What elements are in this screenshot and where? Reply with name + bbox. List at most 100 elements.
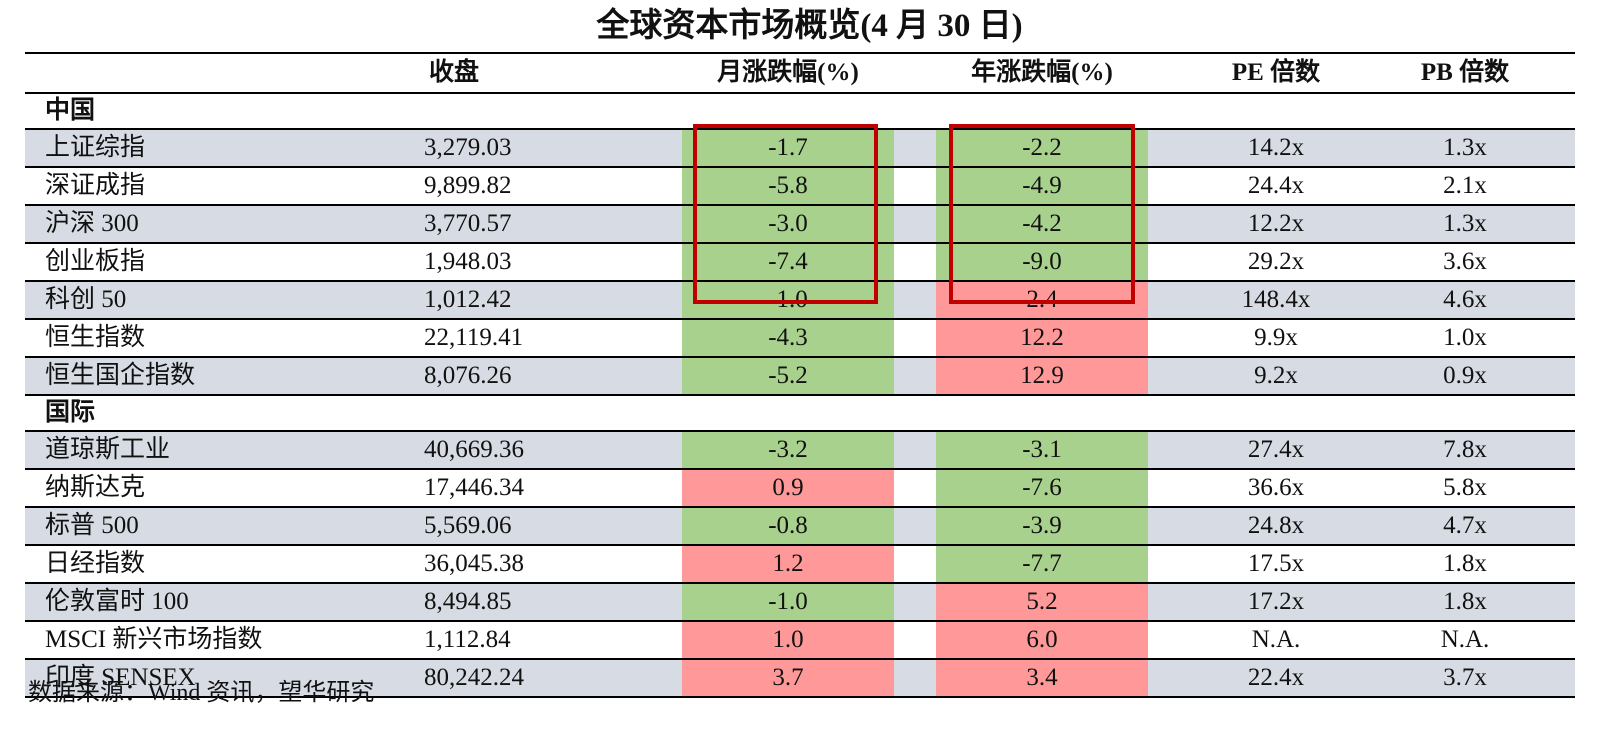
index-name: 上证综指 xyxy=(45,134,146,161)
close-value: 36,045.38 xyxy=(424,550,524,577)
month-change: 1.2 xyxy=(682,546,894,582)
table-row: 上证综指 3,279.03 -1.7 -2.2 14.2x 1.3x xyxy=(25,130,1575,168)
month-change: -1.0 xyxy=(682,584,894,620)
index-name: 标普 500 xyxy=(45,512,139,539)
month-change: 1.0 xyxy=(682,622,894,658)
data-source-note: 数据来源：Wind 资讯，望华研究 xyxy=(28,680,375,706)
pb-ratio: 4.6x xyxy=(1443,286,1487,313)
table-row: 标普 500 5,569.06 -0.8 -3.9 24.8x 4.7x xyxy=(25,508,1575,546)
year-change: -4.2 xyxy=(936,206,1148,242)
table-row: 科创 50 1,012.42 -1.0 2.4 148.4x 4.6x xyxy=(25,282,1575,320)
year-change: -7.6 xyxy=(936,470,1148,506)
pb-ratio: 0.9x xyxy=(1443,362,1487,389)
table-row: 恒生国企指数 8,076.26 -5.2 12.9 9.2x 0.9x xyxy=(25,358,1575,396)
pe-ratio: 9.2x xyxy=(1254,362,1298,389)
close-value: 1,112.84 xyxy=(424,626,511,653)
year-change: -2.2 xyxy=(936,130,1148,166)
month-change: 0.9 xyxy=(682,470,894,506)
row-shade-gap xyxy=(894,432,936,468)
row-shade-gap xyxy=(894,206,936,242)
table-row: 日经指数 36,045.38 1.2 -7.7 17.5x 1.8x xyxy=(25,546,1575,584)
close-value: 1,948.03 xyxy=(424,248,512,275)
close-value: 9,899.82 xyxy=(424,172,512,199)
section-label: 国际 xyxy=(25,396,1575,432)
close-value: 3,279.03 xyxy=(424,134,512,161)
pe-ratio: 17.2x xyxy=(1247,588,1305,615)
pb-ratio: 7.8x xyxy=(1443,436,1487,463)
row-shade-gap xyxy=(894,282,936,318)
pb-ratio: 4.7x xyxy=(1443,512,1487,539)
close-value: 1,012.42 xyxy=(424,286,512,313)
month-change: -4.3 xyxy=(682,320,894,356)
table-row: 创业板指 1,948.03 -7.4 -9.0 29.2x 3.6x xyxy=(25,244,1575,282)
pe-ratio: 17.5x xyxy=(1247,550,1305,577)
index-name: 纳斯达克 xyxy=(45,474,146,501)
table-body: 中国 上证综指 3,279.03 -1.7 -2.2 14.2x 1.3x 深证成指 9,899… xyxy=(25,94,1575,698)
year-change: 3.4 xyxy=(936,660,1148,696)
index-name: 印度 SENSEX xyxy=(45,664,196,691)
month-change: -0.8 xyxy=(682,508,894,544)
table-header: 收盘 月涨跌幅(%) 年涨跌幅(%) PE 倍数 PB 倍数 xyxy=(25,52,1575,94)
pe-ratio: 9.9x xyxy=(1254,324,1298,351)
close-value: 17,446.34 xyxy=(424,474,524,501)
pe-ratio: 24.8x xyxy=(1247,512,1305,539)
index-name: 科创 50 xyxy=(45,286,127,313)
pb-ratio: 3.6x xyxy=(1443,248,1487,275)
close-value: 8,494.85 xyxy=(424,588,512,615)
table-row: MSCI 新兴市场指数 1,112.84 1.0 6.0 N.A. N.A. xyxy=(25,622,1575,660)
header-pb: PB 倍数 xyxy=(1420,59,1510,86)
index-name: 沪深 300 xyxy=(45,210,139,237)
close-value: 3,770.57 xyxy=(424,210,512,237)
pe-ratio: 27.4x xyxy=(1247,436,1305,463)
pe-ratio: 148.4x xyxy=(1241,286,1311,313)
page-title: 全球资本市场概览(4 月 30 日) xyxy=(596,8,1023,44)
row-shade-gap xyxy=(894,584,936,620)
close-value: 5,569.06 xyxy=(424,512,512,539)
index-name: 恒生国企指数 xyxy=(45,362,196,389)
month-change: -5.2 xyxy=(682,358,894,394)
year-change: 5.2 xyxy=(936,584,1148,620)
pb-ratio: 1.3x xyxy=(1443,134,1487,161)
close-value: 8,076.26 xyxy=(424,362,512,389)
index-name: 日经指数 xyxy=(45,550,146,577)
pb-ratio: 1.8x xyxy=(1443,550,1487,577)
pe-ratio: 24.4x xyxy=(1247,172,1305,199)
table-row: 恒生指数 22,119.41 -4.3 12.2 9.9x 1.0x xyxy=(25,320,1575,358)
header-pe: PE 倍数 xyxy=(1231,59,1321,86)
index-name: 恒生指数 xyxy=(45,324,146,351)
month-change: -3.0 xyxy=(682,206,894,242)
close-value: 40,669.36 xyxy=(424,436,524,463)
close-value: 22,119.41 xyxy=(424,324,524,351)
header-close: 收盘 xyxy=(428,59,479,86)
year-change: -4.9 xyxy=(936,168,1148,204)
pb-ratio: 1.0x xyxy=(1443,324,1487,351)
close-value: 80,242.24 xyxy=(424,664,524,691)
year-change: -9.0 xyxy=(936,244,1148,280)
pe-ratio: 14.2x xyxy=(1247,134,1305,161)
month-change: 3.7 xyxy=(682,660,894,696)
year-change: 12.2 xyxy=(936,320,1148,356)
year-change: -7.7 xyxy=(936,546,1148,582)
table-row: 伦敦富时 100 8,494.85 -1.0 5.2 17.2x 1.8x xyxy=(25,584,1575,622)
row-shade-gap xyxy=(894,508,936,544)
year-change: 12.9 xyxy=(936,358,1148,394)
year-change: -3.9 xyxy=(936,508,1148,544)
table-row: 沪深 300 3,770.57 -3.0 -4.2 12.2x 1.3x xyxy=(25,206,1575,244)
month-change: -3.2 xyxy=(682,432,894,468)
row-shade-gap xyxy=(894,660,936,696)
pe-ratio: 12.2x xyxy=(1247,210,1305,237)
section-label: 中国 xyxy=(25,94,1575,130)
header-month-change: 月涨跌幅(%) xyxy=(717,59,859,86)
month-change: -7.4 xyxy=(682,244,894,280)
market-table: 收盘 月涨跌幅(%) 年涨跌幅(%) PE 倍数 PB 倍数 中国上证综指 3,2… xyxy=(25,52,1575,698)
year-change: 2.4 xyxy=(936,282,1148,318)
year-change: 6.0 xyxy=(936,622,1148,658)
index-name: 道琼斯工业 xyxy=(45,436,171,463)
month-change: -5.8 xyxy=(682,168,894,204)
pe-ratio: 29.2x xyxy=(1247,248,1305,275)
pb-ratio: 5.8x xyxy=(1443,474,1487,501)
header-year-change: 年涨跌幅(%) xyxy=(971,59,1113,86)
pb-ratio: N.A. xyxy=(1440,626,1490,653)
table-row: 纳斯达克 17,446.34 0.9 -7.6 36.6x 5.8x xyxy=(25,470,1575,508)
index-name: MSCI 新兴市场指数 xyxy=(45,626,263,653)
